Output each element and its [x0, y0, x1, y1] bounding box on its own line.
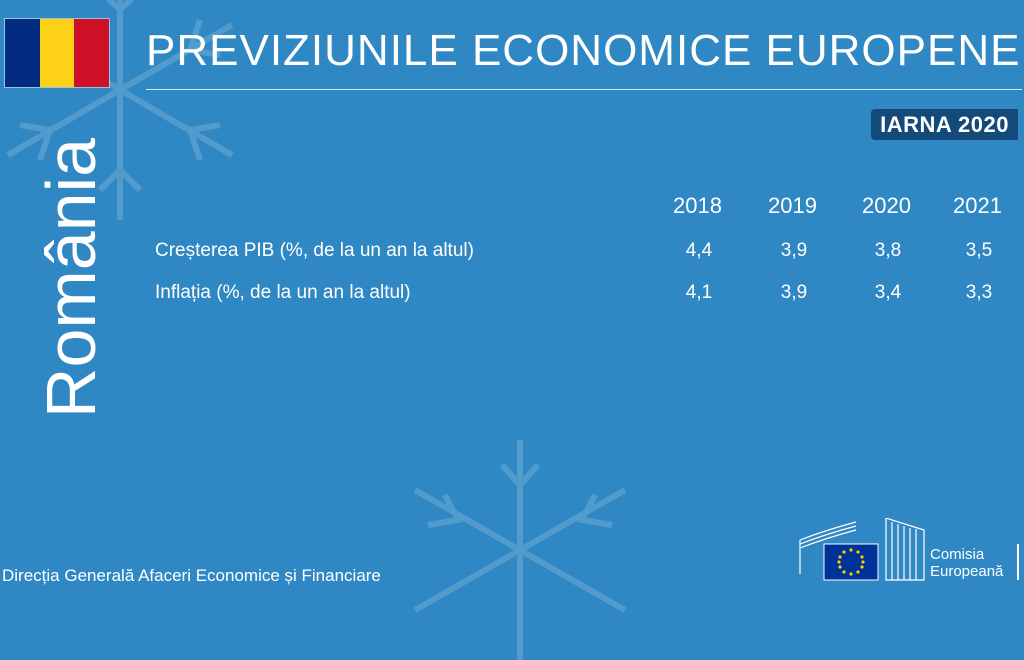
year-header-2019: 2019: [768, 193, 817, 218]
row-label-inflation: Inflația (%, de la un an la altul): [155, 282, 411, 303]
flag-stripe-yellow: [39, 19, 75, 87]
row-label-gdp-growth: Creșterea PIB (%, de la un an la altul): [155, 240, 474, 261]
inflation-2021-value: 3,3: [965, 282, 993, 303]
inflation-2020-value: 3,4: [874, 282, 902, 303]
year-header-2020: 2020: [862, 193, 911, 218]
gdp-2021-value: 3,5: [965, 240, 993, 261]
snowflake-decoration-bottom: [413, 440, 627, 660]
gdp-2019-value: 3,9: [780, 240, 808, 261]
logo-divider: [1017, 544, 1019, 580]
department-name: Direcția Generală Afaceri Economice și F…: [2, 566, 381, 585]
commission-logo-text: Comisia Europeană: [930, 546, 1003, 580]
gdp-2020-value: 3,8: [874, 240, 902, 261]
logo-line-1: Comisia: [930, 546, 985, 563]
year-header-2018: 2018: [673, 193, 722, 218]
page-title: PREVIZIUNILE ECONOMICE EUROPENE: [146, 26, 1021, 75]
flag-stripe-red: [74, 19, 110, 87]
flag-stripe-blue: [5, 19, 40, 87]
inflation-2019-value: 3,9: [780, 282, 808, 303]
romania-flag: [4, 18, 110, 88]
logo-line-2: Europeană: [930, 563, 1004, 580]
season-badge: IARNA 2020: [871, 109, 1018, 140]
title-divider: [146, 89, 1022, 90]
european-commission-logo-icon: [799, 518, 925, 581]
country-name: România: [32, 137, 110, 419]
year-header-2021: 2021: [953, 193, 1002, 218]
inflation-2018-value: 4,1: [685, 282, 713, 303]
gdp-2018-value: 4,4: [685, 240, 713, 261]
